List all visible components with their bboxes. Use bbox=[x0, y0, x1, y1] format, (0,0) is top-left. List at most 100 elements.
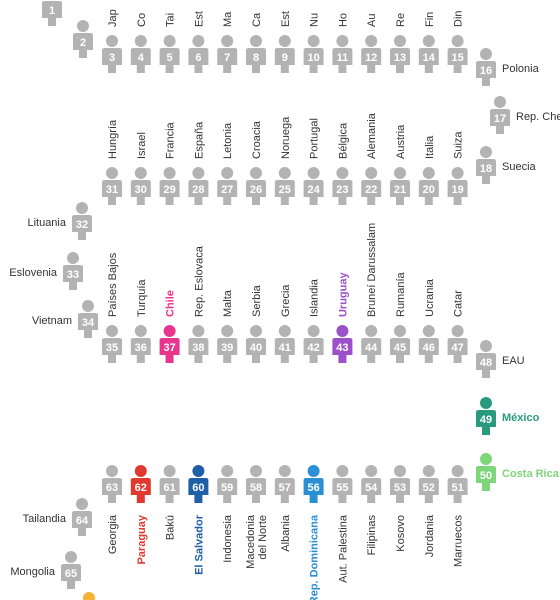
person-body bbox=[72, 511, 92, 536]
rank-number: 46 bbox=[423, 342, 435, 354]
rank-number: 34 bbox=[82, 317, 95, 329]
country-label: Islandia bbox=[309, 278, 321, 317]
person-body bbox=[73, 33, 93, 58]
country-label: Vietnam bbox=[32, 315, 72, 327]
rank-number: 13 bbox=[394, 52, 406, 64]
person-head bbox=[76, 202, 88, 214]
person-body bbox=[332, 48, 353, 73]
person-lituania: 32 Lituania bbox=[27, 202, 92, 240]
person-head bbox=[106, 35, 118, 47]
rank-number: 2 bbox=[80, 37, 86, 49]
person-head bbox=[76, 498, 88, 510]
person-body bbox=[159, 338, 180, 363]
country-label: Aut. Palestina bbox=[337, 514, 349, 583]
person-rank-1: 1 bbox=[42, 1, 62, 26]
rank-number: 3 bbox=[109, 52, 115, 64]
country-label: Chile bbox=[165, 290, 177, 317]
rank-number: 11 bbox=[337, 52, 349, 64]
person-noruega: 25 Noruega bbox=[274, 116, 295, 205]
rank-number: 12 bbox=[365, 52, 377, 64]
person-est: 9 Est bbox=[274, 11, 295, 73]
rank-number: 28 bbox=[192, 184, 204, 196]
person-costa-rica: 50 Costa Rica bbox=[476, 453, 560, 491]
country-label: Hungría bbox=[107, 119, 119, 159]
person-head bbox=[221, 465, 234, 477]
person-eau: 48 EAU bbox=[476, 340, 525, 378]
person-suecia: 18 Suecia bbox=[476, 146, 537, 184]
person-jordania: 52 Jordania bbox=[418, 465, 439, 557]
person-head bbox=[422, 35, 435, 47]
person-vietnam: 34 Vietnam bbox=[32, 300, 98, 338]
person-head bbox=[451, 325, 464, 337]
country-label: Rep. Che bbox=[516, 111, 560, 123]
person-body bbox=[274, 478, 295, 503]
country-label: Re bbox=[395, 13, 407, 27]
rank-number: 38 bbox=[192, 342, 204, 354]
rank-number: 53 bbox=[394, 482, 406, 494]
person-body bbox=[130, 48, 151, 73]
country-label: Kosovo bbox=[395, 515, 407, 552]
rank-number: 29 bbox=[163, 184, 175, 196]
person-head bbox=[221, 35, 234, 47]
person-hungria: 31 Hungría bbox=[102, 119, 122, 205]
person-body bbox=[246, 338, 266, 363]
country-label: Croacia bbox=[251, 120, 263, 159]
person-body bbox=[246, 478, 266, 503]
country-label: Israel bbox=[136, 132, 148, 159]
person-head bbox=[134, 465, 147, 477]
person-georgia: 63 Georgia bbox=[102, 465, 122, 554]
person-baku: 61 Bakú bbox=[159, 465, 180, 540]
person-head bbox=[106, 465, 118, 477]
rank-number: 22 bbox=[365, 184, 377, 196]
person-francia: 29 Francia bbox=[159, 121, 180, 205]
country-label: Tailandia bbox=[23, 513, 67, 525]
rank-number: 56 bbox=[307, 482, 319, 494]
country-label: Bruneí Darussalam bbox=[366, 223, 378, 317]
person-body bbox=[102, 338, 122, 363]
person-head bbox=[106, 325, 118, 337]
person-body bbox=[130, 180, 151, 205]
rank-number: 16 bbox=[480, 65, 492, 77]
person-au: 12 Au bbox=[361, 14, 382, 73]
country-label: Indonesia bbox=[222, 514, 234, 563]
person-jap: 3 Jap bbox=[102, 9, 122, 73]
person-israel: 30 Israel bbox=[130, 132, 151, 205]
person-head bbox=[250, 35, 262, 47]
person-head bbox=[192, 465, 205, 477]
person-body bbox=[130, 478, 151, 503]
person-din: 15 Din bbox=[447, 10, 468, 73]
person-head bbox=[480, 397, 492, 409]
person-body bbox=[274, 48, 295, 73]
rank-number: 42 bbox=[307, 342, 319, 354]
rank-number: 60 bbox=[192, 482, 204, 494]
country-label: Portugal bbox=[309, 118, 321, 159]
rank-number: 6 bbox=[195, 52, 201, 64]
person-head bbox=[480, 146, 492, 158]
person-body bbox=[361, 48, 382, 73]
person-head bbox=[394, 167, 406, 179]
person-rep-dominicana: 56 Rep. Dominicana bbox=[303, 465, 324, 600]
country-label: Din bbox=[453, 10, 465, 27]
person-body bbox=[418, 48, 439, 73]
rank-number: 1 bbox=[49, 5, 55, 17]
person-ucrania: 46 Ucrania bbox=[418, 278, 439, 363]
person-body bbox=[159, 180, 180, 205]
country-label: Mongolia bbox=[10, 566, 56, 578]
person-head bbox=[77, 20, 89, 32]
person-rep-che: 17 Rep. Che bbox=[490, 96, 560, 134]
person-brunei-darussalam: 44 Bruneí Darussalam bbox=[361, 223, 382, 363]
person-paraguay: 62 Paraguay bbox=[130, 465, 151, 565]
country-label: Italia bbox=[424, 135, 436, 159]
rank-number: 20 bbox=[423, 184, 435, 196]
person-tailandia: 64 Tailandia bbox=[23, 498, 92, 536]
country-label: Georgia bbox=[107, 514, 119, 554]
person-body bbox=[42, 1, 62, 26]
person-body bbox=[217, 180, 238, 205]
person-body bbox=[188, 48, 209, 73]
person-head bbox=[451, 465, 464, 477]
person-body bbox=[418, 338, 439, 363]
country-label: del Norte bbox=[257, 515, 269, 560]
person-body bbox=[476, 159, 496, 184]
person-head bbox=[278, 325, 291, 337]
person-body bbox=[61, 564, 81, 589]
